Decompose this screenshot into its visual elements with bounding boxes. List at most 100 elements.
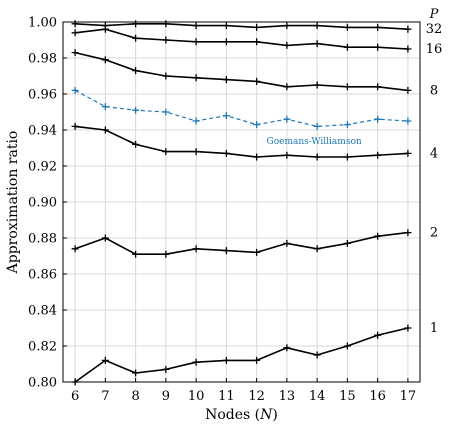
p-label: 32 xyxy=(426,22,443,37)
x-tick-label: 15 xyxy=(339,389,356,404)
y-tick-label: 0.86 xyxy=(28,268,57,283)
data-point xyxy=(404,25,412,33)
data-point xyxy=(101,22,109,30)
data-point xyxy=(71,122,79,130)
data-point xyxy=(192,38,200,46)
data-point xyxy=(374,331,382,339)
data-point xyxy=(283,83,291,91)
x-tick-label: 11 xyxy=(218,389,235,404)
axes: 0.80 0.82 0.84 0.86 0.88 0.90 0.92 0.94 0.96 0.98… xyxy=(28,16,421,404)
data-point xyxy=(374,23,382,31)
data-point xyxy=(283,115,291,123)
data-point xyxy=(192,245,200,253)
data-point xyxy=(162,20,170,28)
y-tick-label: 0.94 xyxy=(28,124,57,139)
data-point xyxy=(222,112,230,120)
data-point xyxy=(404,149,412,157)
x-tick-label: 12 xyxy=(248,389,265,404)
data-point xyxy=(253,23,261,31)
data-point xyxy=(283,22,291,30)
data-point xyxy=(313,81,321,89)
data-point xyxy=(374,43,382,51)
data-point xyxy=(404,229,412,237)
data-point xyxy=(162,108,170,116)
series-line xyxy=(74,327,409,383)
series-8 xyxy=(71,49,412,94)
data-point xyxy=(253,38,261,46)
y-tick-label: 0.90 xyxy=(28,196,57,211)
series-line xyxy=(75,28,408,50)
data-point xyxy=(343,239,351,247)
data-point xyxy=(313,40,321,48)
data-point xyxy=(162,36,170,44)
x-tick-label: 7 xyxy=(101,389,109,404)
series-2 xyxy=(71,229,412,258)
data-point xyxy=(313,122,321,130)
data-point xyxy=(222,38,230,46)
data-point xyxy=(162,365,170,373)
x-tick-label: 17 xyxy=(400,389,417,404)
data-point xyxy=(374,115,382,123)
series-layer xyxy=(71,20,412,386)
data-point xyxy=(71,245,79,253)
data-point xyxy=(404,117,412,125)
data-point xyxy=(222,76,230,84)
data-point xyxy=(343,83,351,91)
data-point xyxy=(343,121,351,129)
data-point xyxy=(313,351,321,359)
y-tick-label: 0.80 xyxy=(28,376,57,391)
series-32 xyxy=(71,20,412,33)
data-point xyxy=(283,344,291,352)
data-point xyxy=(343,342,351,350)
data-point xyxy=(132,369,140,377)
data-point xyxy=(192,22,200,30)
x-tick-label: 14 xyxy=(309,389,326,404)
p-label: 2 xyxy=(430,226,438,241)
x-tick-label: 10 xyxy=(188,389,205,404)
data-point xyxy=(283,239,291,247)
data-point xyxy=(162,148,170,156)
grid xyxy=(63,21,420,383)
y-axis-label: Approximation ratio xyxy=(5,131,21,275)
data-point xyxy=(192,117,200,125)
data-point xyxy=(374,151,382,159)
data-point xyxy=(313,153,321,161)
data-point xyxy=(132,106,140,114)
series-line xyxy=(74,89,408,128)
data-point xyxy=(343,153,351,161)
data-point xyxy=(222,149,230,157)
data-point xyxy=(101,103,109,111)
x-axis-label: Nodes (N) xyxy=(205,407,278,423)
p-label: 4 xyxy=(430,146,438,161)
data-point xyxy=(253,248,261,256)
data-point xyxy=(132,20,140,28)
data-point xyxy=(283,151,291,159)
data-point xyxy=(222,247,230,255)
data-point xyxy=(253,356,261,364)
data-point xyxy=(374,232,382,240)
y-tick-label: 0.82 xyxy=(28,340,57,355)
data-point xyxy=(404,86,412,94)
p-label: 1 xyxy=(430,321,438,336)
series-line xyxy=(74,231,408,255)
data-point xyxy=(222,356,230,364)
data-point xyxy=(132,67,140,75)
data-point xyxy=(101,56,109,64)
data-point xyxy=(71,29,79,37)
data-point xyxy=(313,22,321,30)
data-point xyxy=(71,49,79,57)
x-tick-label: 9 xyxy=(162,389,170,404)
data-point xyxy=(343,23,351,31)
right-axis-title: P xyxy=(429,7,439,22)
data-point xyxy=(222,22,230,30)
goemans-williamson-annotation: Goemans-Williamson xyxy=(267,137,362,147)
series-4 xyxy=(71,122,412,161)
series-1 xyxy=(71,324,412,386)
x-tick-label: 16 xyxy=(369,389,386,404)
data-point xyxy=(283,41,291,49)
data-point xyxy=(192,74,200,82)
y-tick-label: 0.84 xyxy=(28,304,57,319)
x-tick-label: 13 xyxy=(279,389,296,404)
series-16 xyxy=(71,25,412,53)
